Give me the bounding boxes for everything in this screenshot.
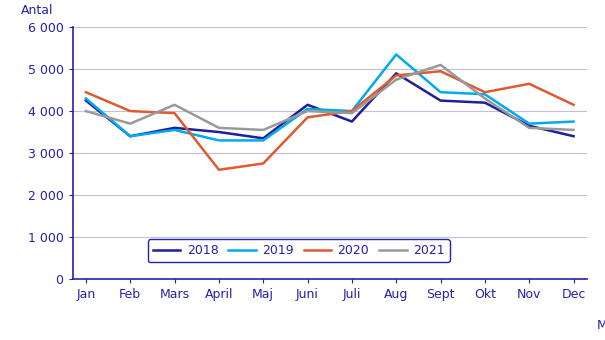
2020 [526,82,533,86]
2021 [437,63,444,67]
2020 [304,115,311,119]
2018 [570,134,577,138]
Line: 2021: 2021 [86,65,574,130]
2018 [215,130,223,134]
2021 [171,103,178,107]
2020 [437,69,444,73]
Line: 2018: 2018 [86,73,574,138]
2019 [171,128,178,132]
2018 [171,126,178,130]
2018 [126,134,134,138]
Line: 2020: 2020 [86,71,574,170]
2020 [215,168,223,172]
2021 [215,126,223,130]
Text: Antal: Antal [21,4,54,17]
2019 [393,52,400,56]
2019 [437,90,444,94]
2019 [304,107,311,111]
2018 [82,99,90,103]
Legend: 2018, 2019, 2020, 2021: 2018, 2019, 2020, 2021 [148,239,450,262]
2020 [171,111,178,115]
2021 [393,78,400,82]
2021 [348,111,356,115]
2021 [526,126,533,130]
2020 [348,109,356,113]
2019 [348,109,356,113]
2021 [126,122,134,126]
2018 [437,99,444,103]
2021 [481,97,488,101]
2018 [526,124,533,128]
2019 [215,138,223,142]
2020 [82,90,90,94]
2020 [260,162,267,166]
2021 [82,109,90,113]
2018 [393,71,400,75]
2019 [260,138,267,142]
2020 [570,103,577,107]
Line: 2019: 2019 [86,54,574,140]
2019 [82,97,90,101]
2021 [260,128,267,132]
2020 [393,73,400,78]
2019 [481,92,488,96]
2020 [481,90,488,94]
2021 [304,109,311,113]
2018 [304,103,311,107]
Text: Månad: Månad [597,319,605,332]
2021 [570,128,577,132]
2018 [481,101,488,105]
2018 [348,120,356,124]
2018 [260,136,267,140]
2019 [126,134,134,138]
2019 [526,122,533,126]
2019 [570,120,577,124]
2020 [126,109,134,113]
